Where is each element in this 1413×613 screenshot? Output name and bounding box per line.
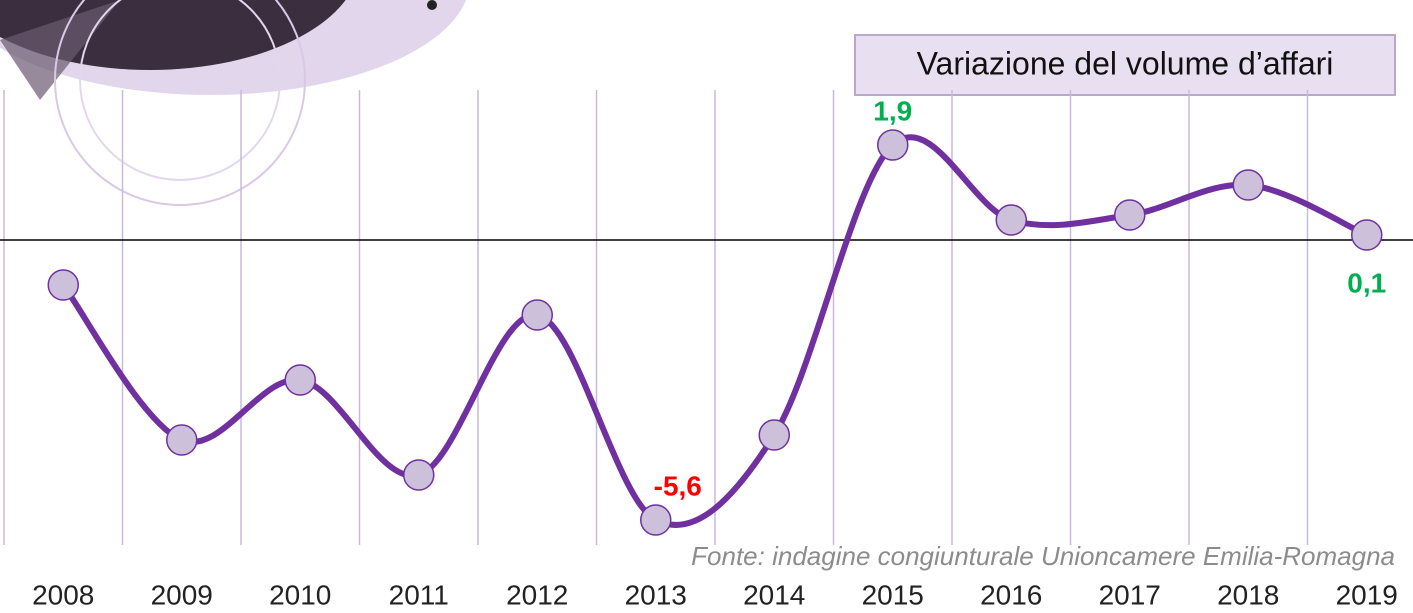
x-tick-label: 2012 xyxy=(506,579,568,610)
data-point xyxy=(878,130,908,160)
data-point xyxy=(167,425,197,455)
x-tick-label: 2019 xyxy=(1336,579,1398,610)
data-point xyxy=(404,460,434,490)
x-tick-label: 2015 xyxy=(862,579,924,610)
data-point xyxy=(285,365,315,395)
data-label: -5,6 xyxy=(654,470,702,501)
x-tick-label: 2009 xyxy=(151,579,213,610)
decor-dot xyxy=(427,0,437,10)
x-tick-label: 2011 xyxy=(389,579,449,610)
data-point xyxy=(1115,200,1145,230)
page: Variazione del volume d’affari Fonte: in… xyxy=(0,0,1413,613)
data-point xyxy=(1352,220,1382,250)
x-tick-label: 2014 xyxy=(743,579,805,610)
x-tick-label: 2010 xyxy=(269,579,331,610)
data-label: 1,9 xyxy=(873,95,912,126)
chart-title: Variazione del volume d’affari xyxy=(917,45,1334,81)
data-label: 0,1 xyxy=(1347,267,1386,298)
data-point xyxy=(759,420,789,450)
data-point xyxy=(522,300,552,330)
chart: Variazione del volume d’affari Fonte: in… xyxy=(0,0,1413,613)
data-point xyxy=(996,205,1026,235)
x-tick-label: 2018 xyxy=(1217,579,1279,610)
x-tick-label: 2016 xyxy=(980,579,1042,610)
source-note: Fonte: indagine congiunturale Unioncamer… xyxy=(691,541,1395,571)
x-tick-label: 2008 xyxy=(32,579,94,610)
decoration xyxy=(0,0,470,205)
x-tick-label: 2017 xyxy=(1099,579,1161,610)
data-point xyxy=(1233,170,1263,200)
data-point xyxy=(48,270,78,300)
x-tick-label: 2013 xyxy=(625,579,687,610)
data-point xyxy=(641,505,671,535)
